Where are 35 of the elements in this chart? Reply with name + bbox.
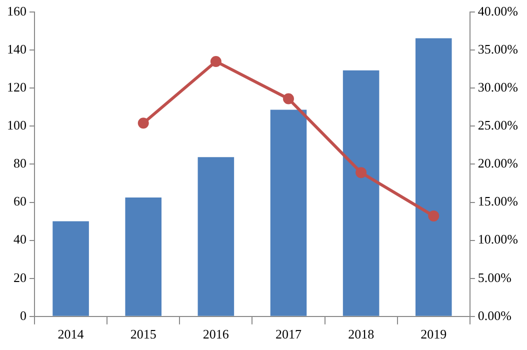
y-tick-label: 140 xyxy=(7,41,26,56)
y2-tick-label: 25.00% xyxy=(478,118,518,133)
y2-tick-label: 10.00% xyxy=(478,232,518,247)
point xyxy=(138,118,149,129)
bar xyxy=(198,157,234,316)
y2-tick-label: 40.00% xyxy=(478,3,518,18)
bar xyxy=(342,70,380,316)
y2-tick-label: 0.00% xyxy=(478,308,512,323)
y2-tick-label: 5.00% xyxy=(478,270,512,285)
y2-tick-label: 15.00% xyxy=(478,194,518,209)
y-tick-label: 60 xyxy=(14,194,26,209)
point xyxy=(428,210,440,222)
x-tick-label: 2019 xyxy=(420,326,447,342)
point xyxy=(282,93,294,104)
bar xyxy=(52,221,89,316)
y-tick-label: 100 xyxy=(7,118,26,133)
x-tick-label: 2017 xyxy=(275,326,302,342)
y2-tick-label: 30.00% xyxy=(478,80,518,95)
point xyxy=(210,56,222,67)
y-tick-label: 0 xyxy=(20,308,26,323)
bar xyxy=(415,38,452,316)
x-tick-label: 2018 xyxy=(348,326,374,342)
y-tick-label: 120 xyxy=(7,80,26,95)
bar xyxy=(125,197,162,316)
x-tick-label: 2016 xyxy=(202,326,230,342)
y-tick-label: 160 xyxy=(7,3,26,18)
y-tick-label: 20 xyxy=(14,270,26,285)
x-tick-label: 2015 xyxy=(130,326,156,342)
x-tick-label: 2014 xyxy=(58,326,84,342)
y-tick-label: 40 xyxy=(14,232,26,247)
point xyxy=(356,167,367,178)
y2-tick-label: 35.00% xyxy=(478,41,518,56)
y-tick-label: 80 xyxy=(14,156,26,171)
y2-tick-label: 20.00% xyxy=(478,156,518,171)
bar xyxy=(270,110,307,316)
